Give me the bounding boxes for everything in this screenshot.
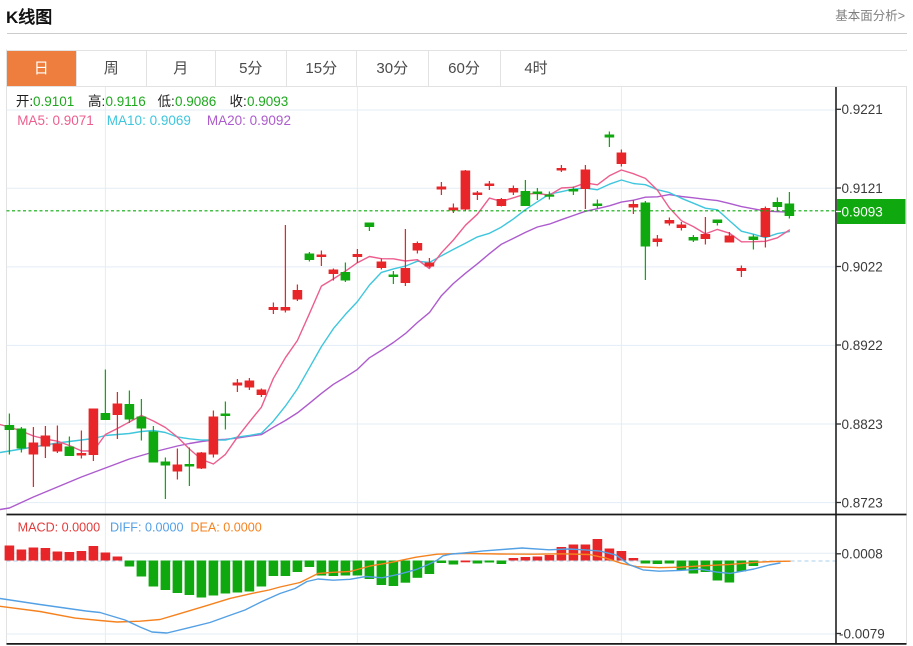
svg-text:MA20: 0.9092: MA20: 0.9092 [207,113,291,128]
svg-text:高:: 高: [88,93,105,109]
svg-text:0.9086: 0.9086 [175,94,216,109]
svg-text:DEA: 0.0000: DEA: 0.0000 [190,520,261,534]
svg-text:0.8723: 0.8723 [842,495,883,510]
svg-text:0.9221: 0.9221 [842,102,883,117]
svg-text:0.9121: 0.9121 [842,181,883,196]
svg-text:0.9093: 0.9093 [842,204,883,219]
svg-text:DIFF: 0.0000: DIFF: 0.0000 [110,520,184,534]
svg-text:低:: 低: [158,94,175,109]
svg-text:-0.0079: -0.0079 [839,626,885,641]
svg-text:0.9093: 0.9093 [247,94,288,109]
svg-text:0.9101: 0.9101 [33,94,74,109]
svg-text:0.9022: 0.9022 [842,259,883,274]
svg-text:MA5: 0.9071: MA5: 0.9071 [17,113,94,128]
svg-text:MACD: 0.0000: MACD: 0.0000 [18,520,101,534]
svg-text:开:: 开: [16,94,33,109]
svg-text:0.8823: 0.8823 [842,417,883,432]
svg-text:0.8922: 0.8922 [842,338,883,353]
svg-text:0.9116: 0.9116 [106,94,146,109]
svg-text:收:: 收: [230,94,247,109]
svg-text:0.0008: 0.0008 [842,547,883,562]
svg-text:MA10: 0.9069: MA10: 0.9069 [107,113,191,128]
